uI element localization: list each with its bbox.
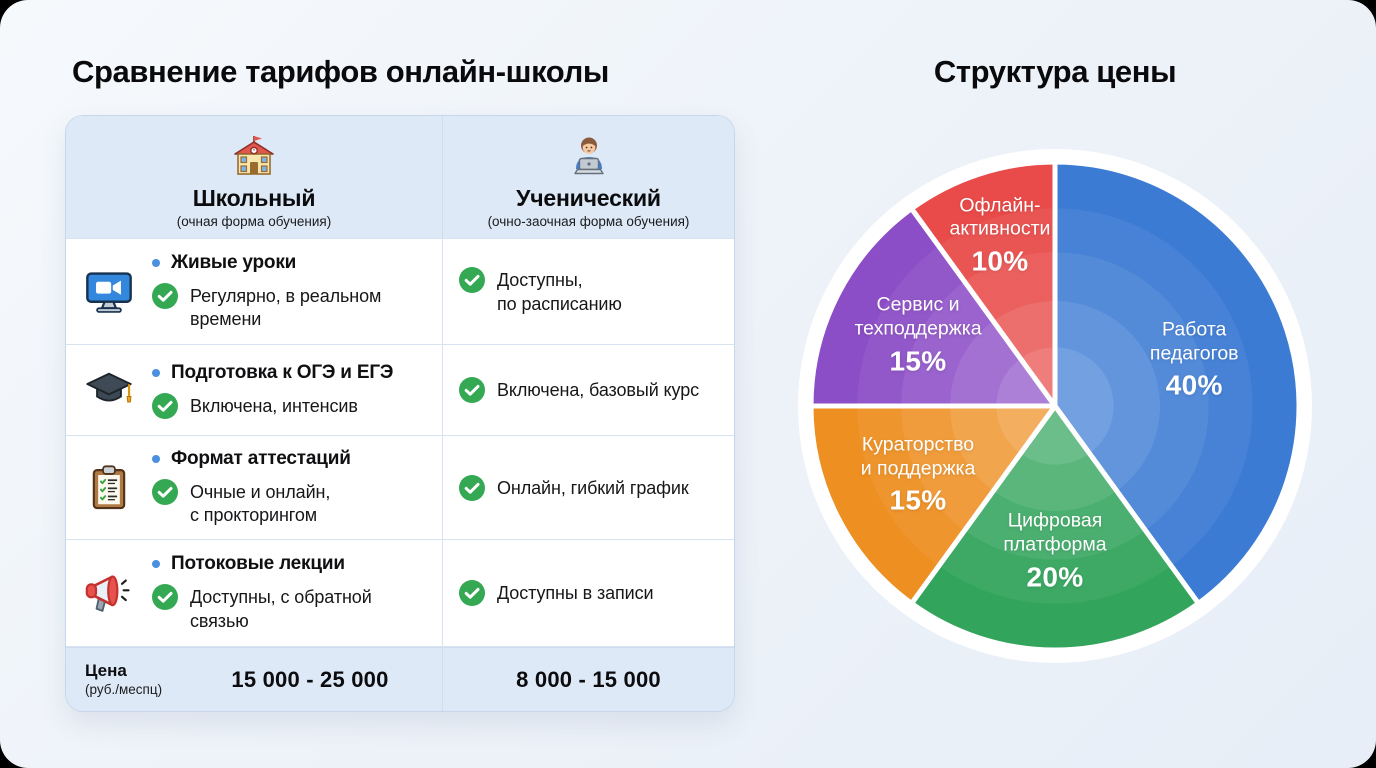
- feature-value-student: Онлайн, гибкий график: [497, 477, 689, 498]
- feature-value-school: Включена, интенсив: [190, 395, 358, 416]
- bullet-dot: [152, 258, 160, 267]
- bullet-dot: [152, 560, 160, 569]
- check-icon: [152, 584, 178, 611]
- plan-column-student: Ученический (очно-заочная форма обучения…: [443, 116, 734, 238]
- feature-value-school: Регулярно, в реальном времени: [190, 285, 382, 329]
- school-building-icon: [230, 131, 278, 181]
- student-laptop-icon: [565, 131, 613, 181]
- feature-value-student: Включена, базовый курс: [497, 380, 700, 400]
- pie-chart-title: Структура цены: [933, 54, 1177, 89]
- pie-slice-label-3: Сервис и техподдержка 15%: [854, 293, 982, 377]
- graduation-cap-icon: [66, 364, 152, 416]
- table-row: Потоковые лекции Доступны, с обратной св…: [66, 540, 734, 647]
- table-title: Сравнение тарифов онлайн-школы: [72, 54, 609, 89]
- feature-value-student: Доступны в записи: [497, 583, 654, 603]
- feature-name: Живые уроки: [171, 251, 297, 273]
- check-icon: [459, 267, 485, 294]
- bullet-dot: [152, 454, 160, 463]
- plan-name-school: Школьный: [192, 185, 316, 211]
- pie-slice-label-1: Цифровая платформа 20%: [1003, 510, 1107, 593]
- clipboard-checklist-icon: [66, 462, 152, 514]
- table-row: Живые уроки Регулярно, в реальном времен…: [66, 239, 734, 345]
- pie-slice-label-4: Офлайн-активности 10%: [949, 194, 1051, 277]
- plan-subtitle-school: (очная форма обучения): [176, 214, 332, 229]
- price-sublabel: (руб./меспц): [85, 681, 163, 697]
- pie-slice-label-0: Работа педагогов 40%: [1149, 318, 1239, 401]
- feature-name: Формат аттестаций: [171, 447, 351, 469]
- price-value-student: 8 000 - 15 000: [516, 666, 661, 692]
- price-row: Цена (руб./меспц) 15 000 - 25 000 8 000 …: [66, 647, 734, 711]
- check-icon: [152, 282, 178, 309]
- check-icon: [459, 580, 485, 606]
- plan-column-school: Школьный (очная форма обучения): [66, 116, 443, 238]
- check-icon: [459, 474, 485, 501]
- pricing-comparison-table: Школьный (очная форма обучения): [65, 115, 735, 712]
- price-structure-pie-chart: Работа педагогов 40% Цифровая платформа 20% Ку…: [795, 146, 1315, 666]
- table-header-row: Школьный (очная форма обучения): [66, 116, 734, 239]
- megaphone-icon: [66, 567, 152, 619]
- price-label: Цена: [85, 661, 127, 681]
- price-value-school: 15 000 - 25 000: [231, 666, 389, 692]
- pie-slice-label-2: Кураторство и поддержка 15%: [860, 433, 976, 516]
- table-row: Формат аттестаций Очные и онлайн, с прок…: [66, 436, 734, 540]
- bullet-dot: [152, 368, 160, 377]
- feature-value-school: Очные и онлайн, с прокторингом: [190, 481, 331, 525]
- video-monitor-icon: [66, 266, 152, 318]
- check-icon: [152, 478, 178, 505]
- plan-subtitle-student: (очно-заочная форма обучения): [487, 214, 690, 229]
- feature-name: Потоковые лекции: [171, 553, 345, 575]
- table-row: Подготовка к ОГЭ и ЕГЭ Включена, интенси…: [66, 345, 734, 436]
- feature-value-school: Доступны, с обратной связью: [190, 587, 372, 631]
- check-icon: [459, 377, 485, 403]
- feature-name: Подготовка к ОГЭ и ЕГЭ: [171, 361, 394, 383]
- feature-value-student: Доступны, по расписанию: [497, 270, 622, 314]
- check-icon: [152, 392, 178, 419]
- plan-name-student: Ученический: [516, 185, 661, 211]
